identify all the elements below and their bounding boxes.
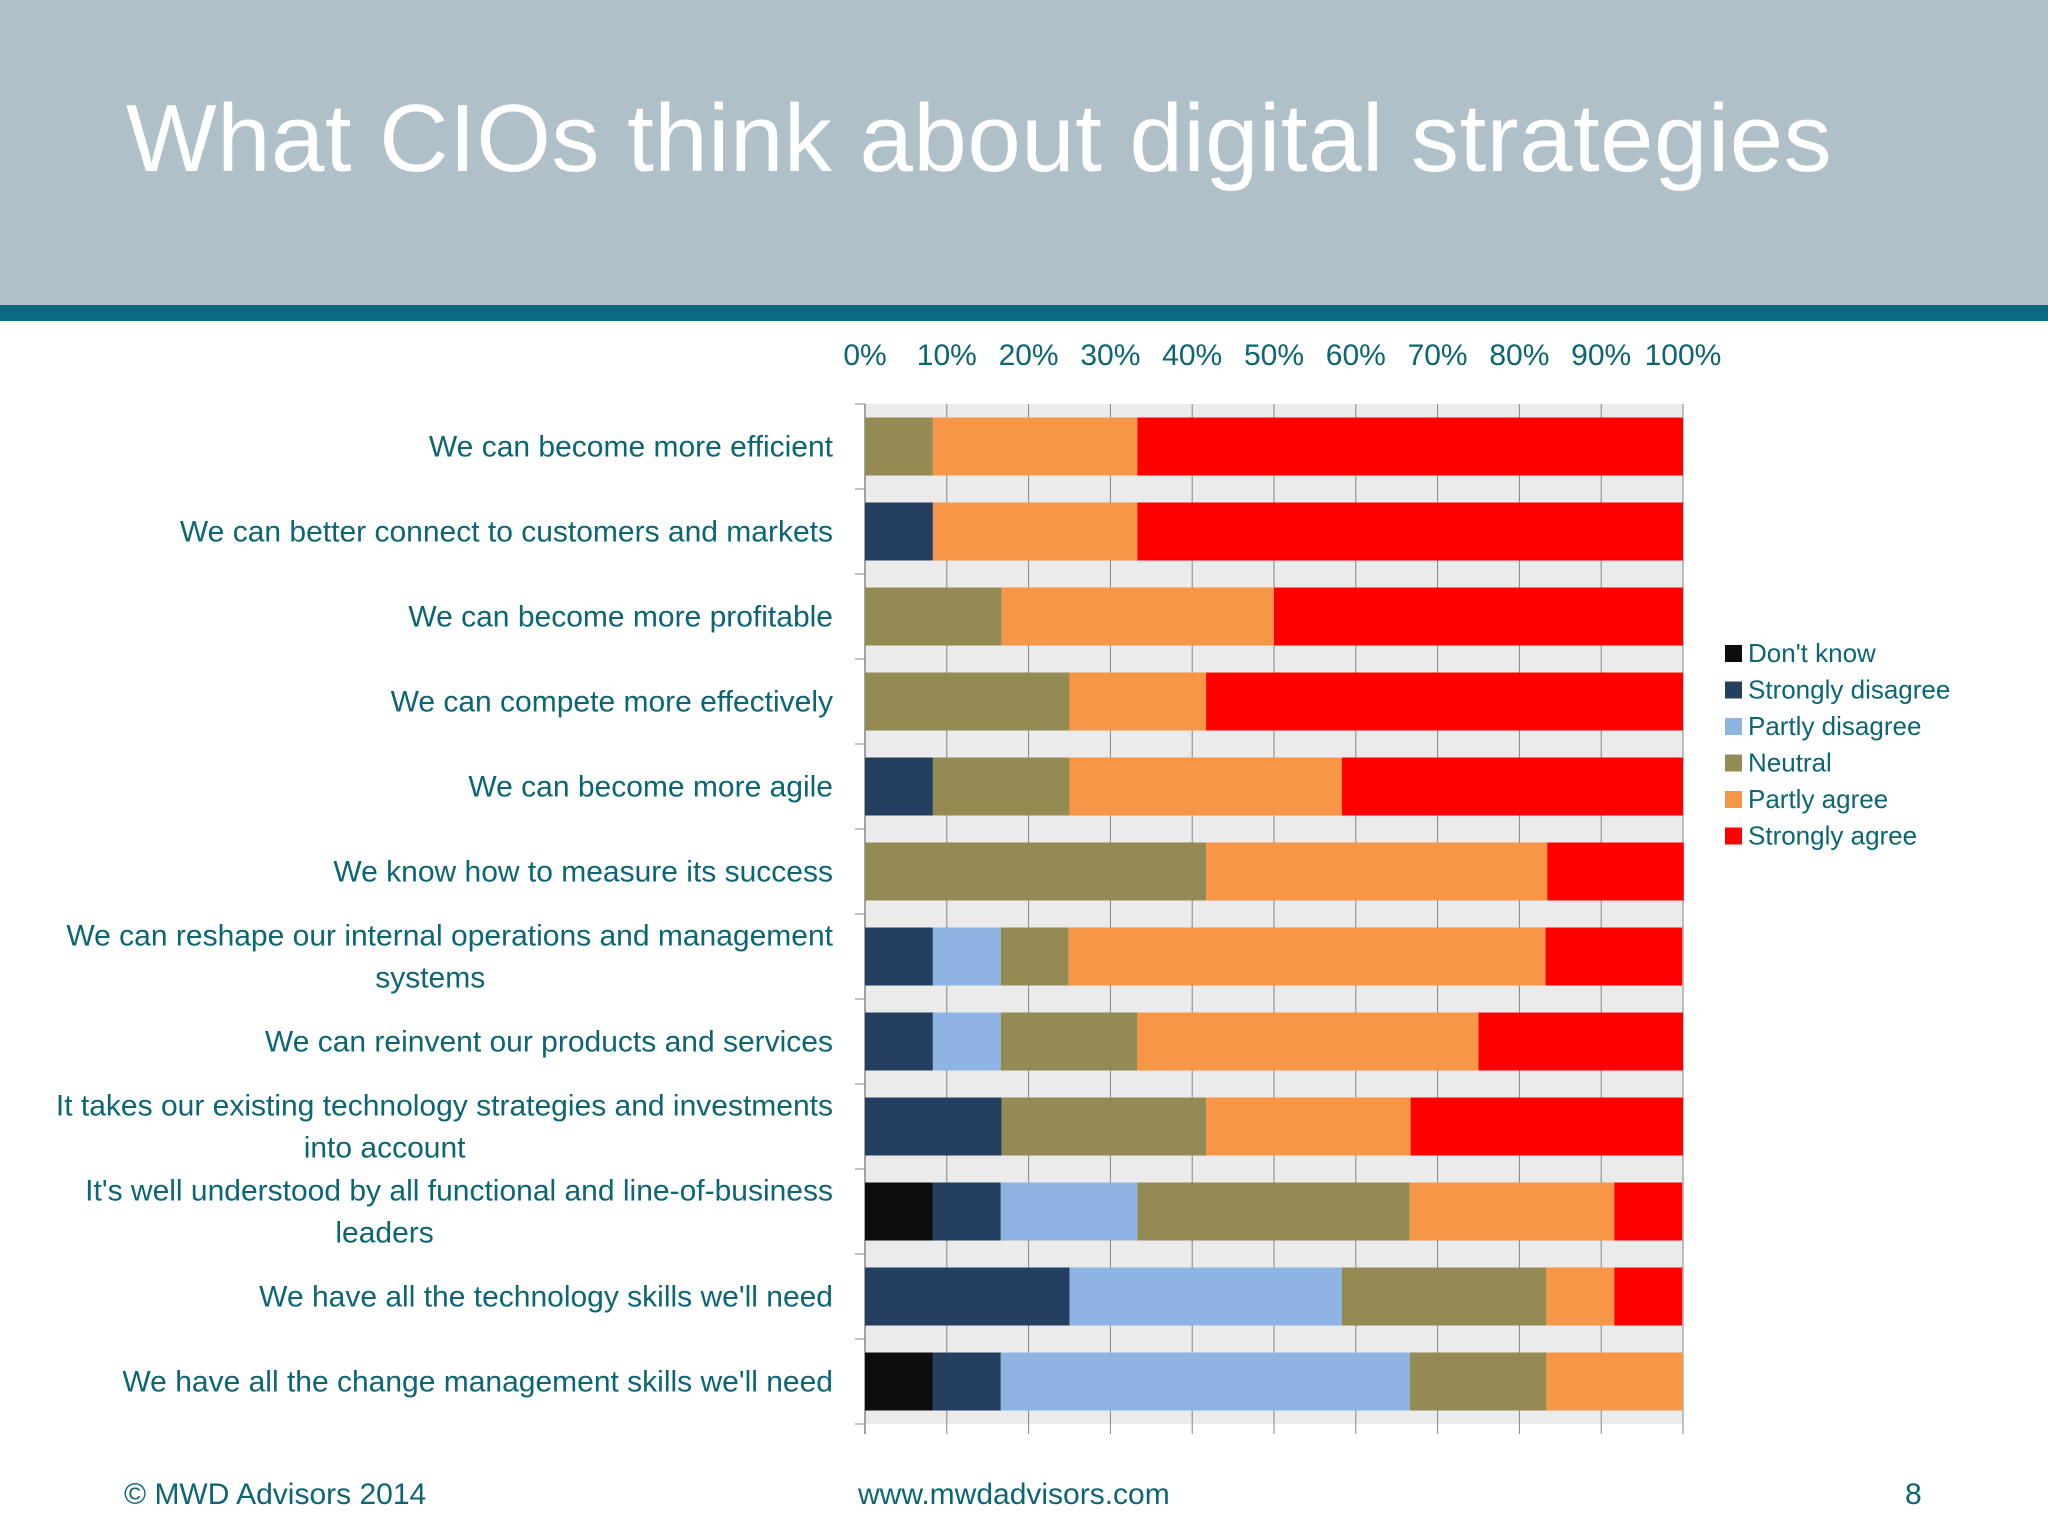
bar-segment [865, 587, 1002, 646]
bar-segment [1137, 417, 1683, 476]
legend-label: Strongly agree [1748, 821, 1917, 851]
stacked-bar-chart: 0% 10% 20% 30% 40% 50% 60% 70% 80% 90% 100% We can… [56, 339, 1950, 1434]
bar-segment [865, 757, 933, 816]
bar-segment [1206, 842, 1548, 901]
bar-segment [1069, 1267, 1342, 1326]
bars [865, 417, 1684, 1411]
bar-segment [1000, 1182, 1138, 1241]
category-labels: We can become more efficient We can bette… [56, 431, 834, 1399]
bar-segment [1614, 1182, 1683, 1241]
category-label: systems [375, 962, 485, 995]
bar-segment [1001, 587, 1274, 646]
category-label: leaders [335, 1217, 433, 1250]
category-label: We can compete more effectively [391, 686, 833, 719]
bar-segment [1545, 927, 1683, 986]
title-banner-rule [0, 305, 2048, 321]
bar-segment [1137, 502, 1683, 561]
bar-segment [1546, 1267, 1615, 1326]
bar-segment [1341, 757, 1683, 816]
category-label: We have all the technology skills we'll … [259, 1281, 833, 1314]
legend-swatch [1725, 718, 1742, 735]
bar-segment [1478, 1012, 1683, 1071]
bar-segment [932, 502, 1138, 561]
bar-segment [1137, 1182, 1410, 1241]
bar-segment [1409, 1182, 1615, 1241]
bar-segment [932, 927, 1001, 986]
x-tick-label: 100% [1645, 339, 1722, 372]
bar-segment [865, 1182, 933, 1241]
page-number: 8 [1905, 1478, 1922, 1511]
x-tick-label: 10% [917, 339, 977, 372]
category-label: We have all the change management skills… [122, 1366, 833, 1399]
bar-segment [865, 1352, 933, 1411]
legend-swatch [1725, 645, 1742, 662]
bar-segment [865, 842, 1207, 901]
x-tick-label: 50% [1244, 339, 1304, 372]
legend-swatch [1725, 754, 1742, 772]
bar-segment [1069, 757, 1342, 816]
x-tick-label: 40% [1162, 339, 1222, 372]
category-label: We can become more profitable [408, 601, 833, 634]
legend-label: Strongly disagree [1748, 675, 1950, 705]
x-tick-label: 30% [1080, 339, 1140, 372]
bar-segment [1069, 672, 1207, 731]
category-label: It takes our existing technology strateg… [56, 1090, 833, 1123]
bar-segment [1000, 927, 1069, 986]
bar-segment [932, 1352, 1001, 1411]
bar-segment [1000, 1352, 1410, 1411]
bar-segment [1137, 1012, 1479, 1071]
bar-segment [865, 502, 933, 561]
category-label: We can better connect to customers and m… [180, 516, 833, 549]
bar-segment [1614, 1267, 1683, 1326]
bar-segment [865, 417, 933, 476]
category-label: We know how to measure its success [333, 856, 833, 889]
bar-segment [1546, 1352, 1683, 1411]
bar-segment [1341, 1267, 1547, 1326]
category-label: We can become more agile [468, 771, 833, 804]
bar-segment [1000, 1012, 1138, 1071]
bar-segment [932, 757, 1070, 816]
bar-segment [1001, 1097, 1207, 1156]
legend-label: Partly disagree [1748, 711, 1921, 741]
gridlines [855, 403, 1684, 1434]
category-label: We can reshape our internal operations a… [66, 920, 833, 953]
x-tick-label: 90% [1571, 339, 1631, 372]
x-tick-label: 80% [1489, 339, 1549, 372]
bar-segment [1206, 672, 1683, 731]
legend-label: Don't know [1748, 638, 1876, 668]
x-axis-tick-labels: 0% 10% 20% 30% 40% 50% 60% 70% 80% 90% 100% [843, 339, 1721, 372]
bar-segment [865, 672, 1070, 731]
footer-url[interactable]: www.mwdadvisors.com [858, 1478, 1170, 1511]
bar-segment [865, 927, 933, 986]
bar-segment [1274, 587, 1683, 646]
bar-segment [865, 1097, 1002, 1156]
category-label: into account [304, 1132, 466, 1165]
bar-segment [1547, 842, 1684, 901]
bar-segment [1068, 927, 1546, 986]
x-tick-label: 20% [999, 339, 1059, 372]
slide-title: What CIOs think about digital strategies [126, 85, 1833, 192]
bar-segment [932, 1182, 1001, 1241]
legend-swatch [1725, 827, 1742, 845]
x-tick-label: 0% [843, 339, 886, 372]
x-tick-label: 70% [1408, 339, 1468, 372]
bar-segment [932, 417, 1138, 476]
bar-segment [932, 1012, 1001, 1071]
legend-label: Neutral [1748, 748, 1832, 778]
legend-swatch [1725, 791, 1742, 808]
bar-segment [1206, 1097, 1411, 1156]
title-banner [0, 0, 2048, 305]
category-label: It's well understood by all functional a… [85, 1175, 833, 1208]
legend-swatch [1725, 681, 1742, 699]
legend: Don't know Strongly disagree Partly disagr… [1725, 638, 1950, 851]
legend-label: Partly agree [1748, 784, 1888, 814]
bar-segment [1410, 1097, 1683, 1156]
bar-segment [1409, 1352, 1547, 1411]
x-tick-label: 60% [1326, 339, 1386, 372]
category-label: We can reinvent our products and service… [265, 1026, 833, 1059]
bar-segment [865, 1267, 1070, 1326]
footer-copyright: © MWD Advisors 2014 [124, 1478, 427, 1511]
category-label: We can become more efficient [429, 431, 834, 464]
bar-segment [865, 1012, 933, 1071]
